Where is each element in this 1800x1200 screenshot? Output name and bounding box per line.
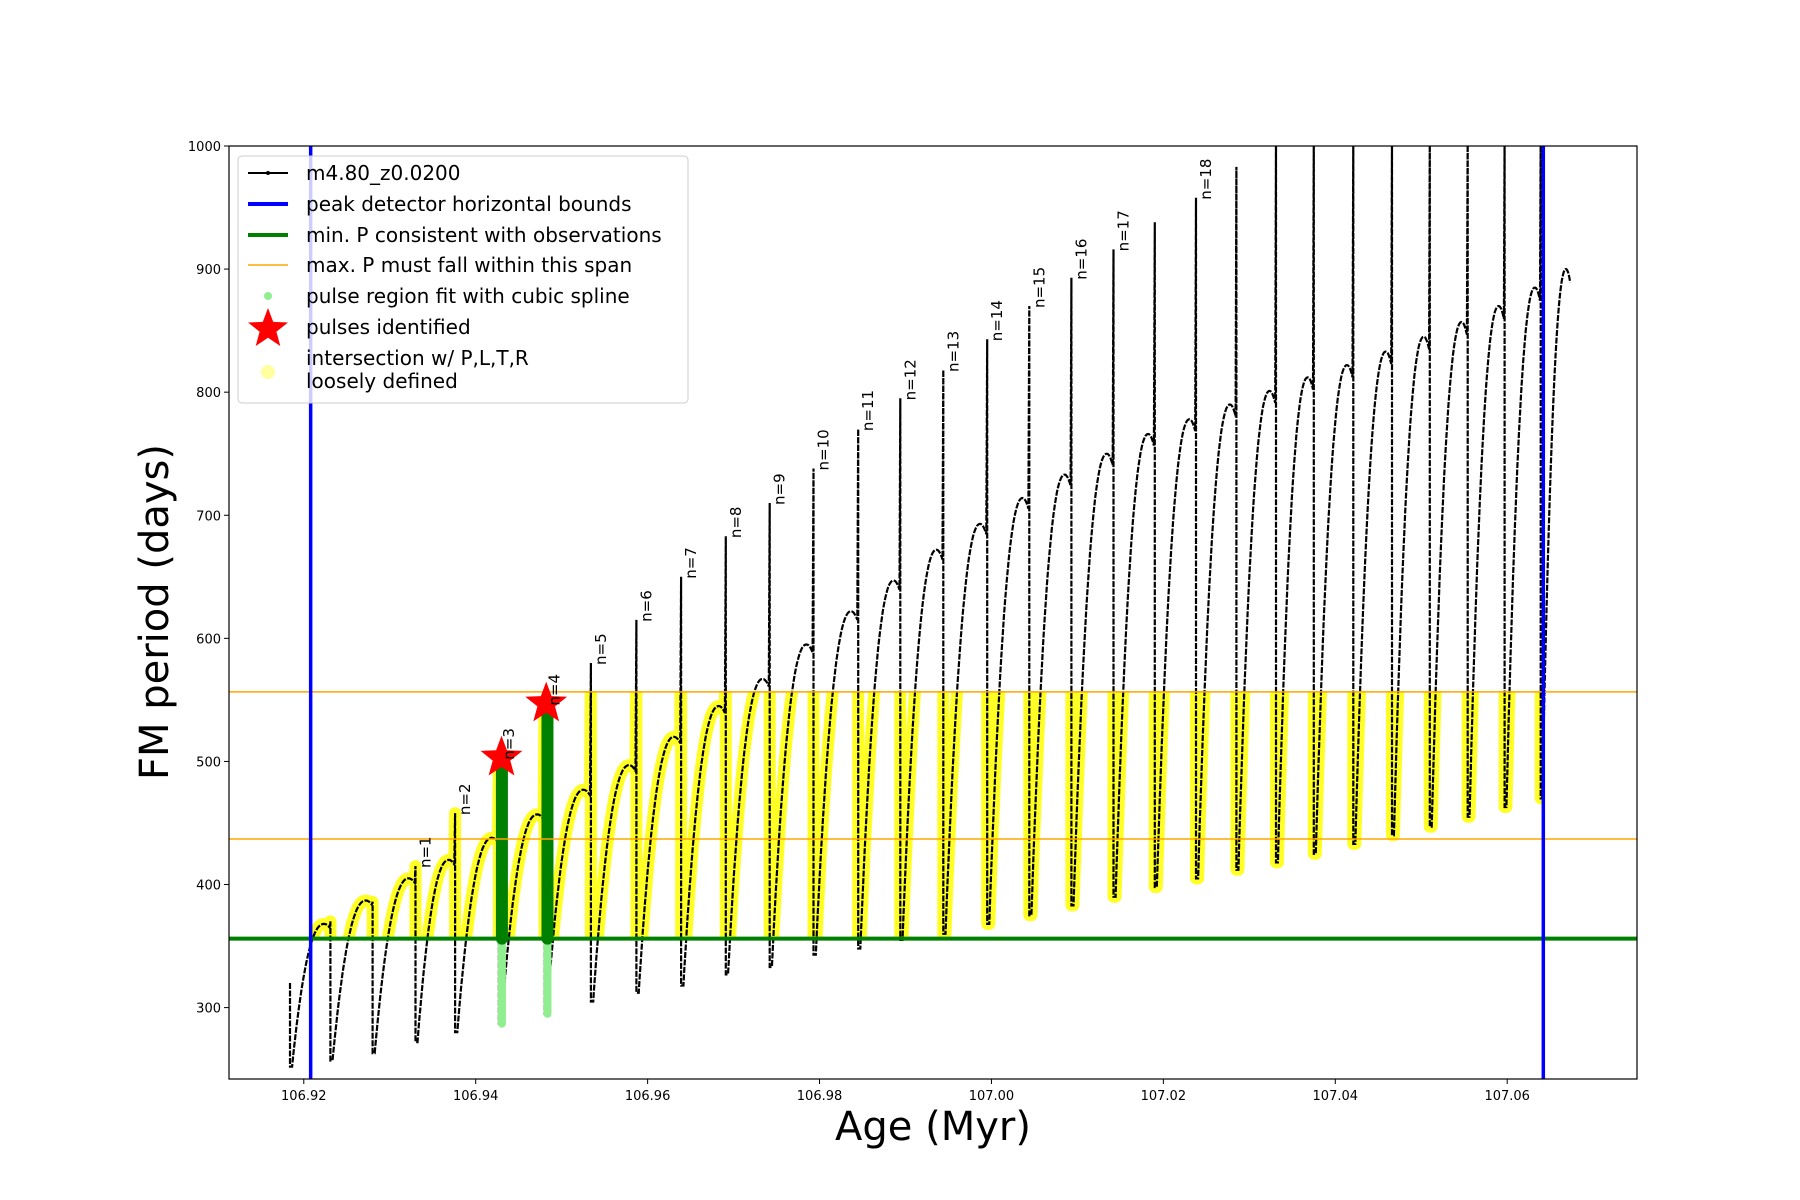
plot-area bbox=[229, 146, 1637, 1079]
x-axis: 106.92 106.94 106.96 106.98 107.00 107.02 107.… bbox=[281, 1079, 1530, 1104]
pulse-label: n=5 bbox=[592, 633, 610, 665]
legend-star-icon bbox=[248, 308, 288, 346]
y-tick-label: 300 bbox=[196, 1002, 221, 1017]
axes-frame bbox=[228, 145, 1638, 1080]
pulse-label: n=14 bbox=[988, 300, 1006, 341]
pulse-labels: n=1 n=2 n=3 n=4 n=5 n=6 n=7 n=8 n=9 n=10 n=11 n=12 n… bbox=[417, 159, 1216, 869]
y-tick-label: 600 bbox=[196, 632, 221, 647]
pulse-label: n=11 bbox=[859, 390, 877, 431]
legend-box bbox=[237, 155, 689, 404]
legend-marker-icon bbox=[266, 171, 270, 175]
y-axis: 300 400 500 600 700 800 900 1000 bbox=[188, 140, 229, 1017]
legend-label: loosely defined bbox=[306, 369, 458, 393]
pulse-label: n=4 bbox=[545, 674, 563, 706]
x-tick-label: 106.96 bbox=[625, 1089, 671, 1104]
pulse-label: n=18 bbox=[1197, 159, 1215, 200]
pulse-identified-star-0 bbox=[480, 735, 523, 776]
pulse-label: n=7 bbox=[682, 547, 700, 579]
x-tick-label: 107.02 bbox=[1141, 1089, 1187, 1104]
legend-label: pulses identified bbox=[306, 315, 471, 339]
series-line-m4.80_z0.0200 bbox=[288, 146, 1572, 1068]
pulse-label: n=12 bbox=[901, 359, 919, 400]
pulse-label: n=2 bbox=[456, 784, 474, 816]
x-tick-label: 106.94 bbox=[453, 1089, 499, 1104]
x-tick-label: 107.00 bbox=[969, 1089, 1015, 1104]
legend-label: intersection w/ P,L,T,R bbox=[306, 346, 529, 370]
y-tick-label: 700 bbox=[196, 509, 221, 524]
legend-label: m4.80_z0.0200 bbox=[306, 161, 461, 185]
y-tick-label: 1000 bbox=[188, 140, 221, 155]
pulse-identified-star-1 bbox=[525, 681, 568, 722]
pulse-label: n=13 bbox=[944, 331, 962, 372]
pulse-label: n=8 bbox=[727, 507, 745, 539]
pulse-label: n=10 bbox=[815, 429, 833, 470]
legend-dot-icon bbox=[264, 292, 272, 300]
pulse-label: n=15 bbox=[1030, 267, 1048, 308]
y-tick-label: 500 bbox=[196, 755, 221, 770]
y-tick-label: 400 bbox=[196, 879, 221, 894]
pulse-label: n=16 bbox=[1072, 239, 1090, 280]
x-tick-label: 107.06 bbox=[1484, 1089, 1530, 1104]
pulse-label: n=6 bbox=[637, 590, 655, 622]
pulse-label: n=9 bbox=[771, 473, 789, 505]
x-tick-label: 106.98 bbox=[797, 1089, 843, 1104]
y-tick-label: 900 bbox=[196, 263, 221, 278]
pulse-label: n=3 bbox=[500, 728, 518, 760]
x-tick-label: 107.04 bbox=[1313, 1089, 1359, 1104]
pulse-label: n=1 bbox=[417, 836, 435, 868]
legend-circle-icon bbox=[261, 365, 275, 379]
pulse-label: n=17 bbox=[1115, 210, 1133, 251]
x-tick-label: 106.92 bbox=[281, 1089, 327, 1104]
legend-label: max. P must fall within this span bbox=[306, 253, 632, 277]
legend-label: peak detector horizontal bounds bbox=[306, 192, 632, 216]
x-axis-label: Age (Myr) bbox=[835, 1104, 1031, 1150]
y-axis-label: FM period (days) bbox=[132, 444, 178, 780]
legend-label: pulse region fit with cubic spline bbox=[306, 284, 630, 308]
y-tick-label: 800 bbox=[196, 386, 221, 401]
legend-label: min. P consistent with observations bbox=[306, 223, 662, 247]
